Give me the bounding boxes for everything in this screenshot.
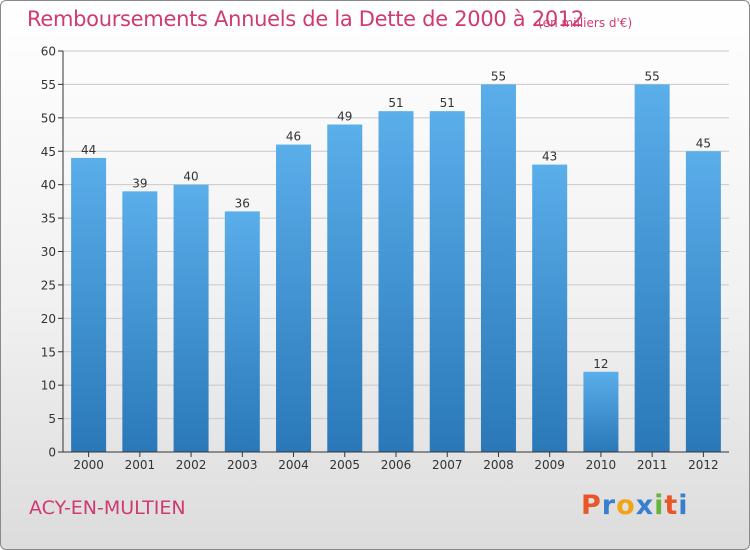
data-label: 40 (183, 170, 198, 184)
bar (276, 144, 312, 453)
data-label: 51 (388, 96, 403, 110)
bar (378, 111, 414, 453)
x-tick-label: 2012 (688, 458, 719, 471)
x-tick-label: 2001 (125, 458, 156, 471)
x-tick-label: 2000 (73, 458, 104, 471)
data-label: 46 (286, 130, 301, 144)
data-label: 55 (645, 69, 660, 83)
logo-letter: t (664, 490, 679, 521)
bar (480, 84, 516, 453)
data-label: 39 (132, 176, 147, 190)
data-label: 43 (542, 150, 557, 164)
y-tick-label: 10 (41, 379, 56, 393)
data-label: 45 (696, 136, 711, 150)
y-tick-label: 55 (41, 78, 56, 92)
data-label: 51 (440, 96, 455, 110)
y-tick-label: 25 (41, 278, 56, 292)
data-label: 49 (337, 110, 352, 124)
proxiti-logo: Proxiti (581, 490, 689, 521)
x-tick-label: 2011 (637, 458, 668, 471)
bar (173, 184, 209, 452)
data-label: 55 (491, 69, 506, 83)
logo-letter: P (581, 490, 602, 521)
y-tick-label: 60 (41, 45, 56, 59)
x-tick-label: 2010 (586, 458, 617, 471)
y-tick-label: 5 (48, 412, 56, 426)
data-label: 44 (81, 143, 96, 157)
y-tick-label: 45 (41, 145, 56, 159)
x-tick-label: 2006 (381, 458, 412, 471)
chart-unit: (en milliers d'€) (538, 16, 633, 30)
y-tick-label: 20 (41, 312, 56, 326)
logo-letter: i (654, 490, 665, 521)
bar (634, 84, 670, 453)
data-label: 36 (235, 196, 250, 210)
logo-letter: r (601, 490, 617, 521)
x-tick-label: 2003 (227, 458, 258, 471)
x-tick-label: 2005 (329, 458, 360, 471)
x-tick-label: 2007 (432, 458, 463, 471)
logo-letter: x (635, 490, 655, 521)
y-tick-label: 40 (41, 178, 56, 192)
y-tick-label: 15 (41, 345, 56, 359)
y-tick-label: 35 (41, 212, 56, 226)
logo-letter: o (616, 490, 636, 521)
bar (532, 164, 568, 452)
y-tick-label: 30 (41, 245, 56, 259)
y-tick-label: 0 (48, 446, 56, 460)
bar (327, 124, 363, 453)
x-tick-label: 2002 (176, 458, 207, 471)
bar (429, 111, 465, 453)
bar (71, 157, 107, 452)
x-tick-label: 2004 (278, 458, 309, 471)
x-tick-label: 2008 (483, 458, 514, 471)
commune-name: ACY-EN-MULTIEN (29, 497, 186, 519)
data-label: 12 (593, 357, 608, 371)
x-tick-label: 2009 (534, 458, 565, 471)
bar (122, 191, 158, 452)
bar (224, 211, 260, 452)
bar (685, 151, 721, 452)
y-tick-label: 50 (41, 111, 56, 125)
logo-letter: i (678, 490, 689, 521)
chart-title: Remboursements Annuels de la Dette de 20… (27, 7, 584, 31)
bar (583, 371, 619, 452)
bar-chart: 0 5 10 15 20 25 30 35 40 45 50 55 60 2000 2001 2002 2003… (41, 45, 729, 471)
